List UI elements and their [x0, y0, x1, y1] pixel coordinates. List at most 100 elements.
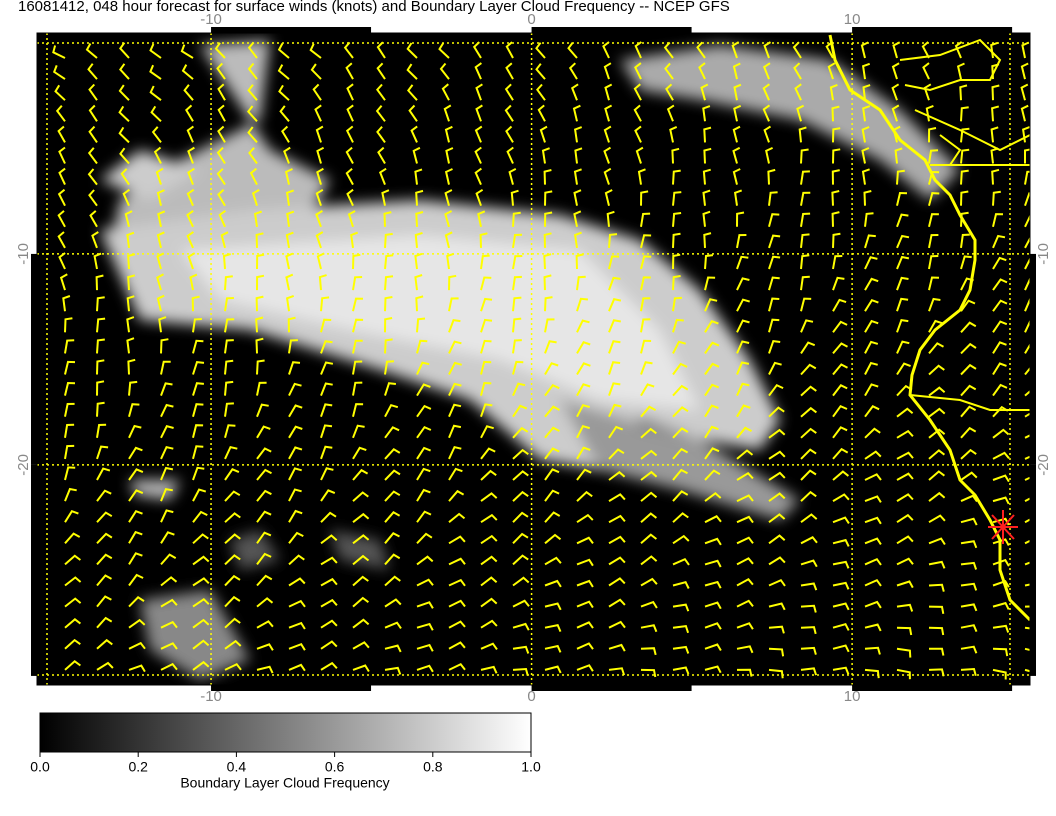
wind-barb	[255, 337, 264, 354]
wind-barb	[896, 297, 909, 312]
wind-barb	[224, 533, 241, 545]
wind-barb	[512, 339, 522, 354]
wind-barb	[127, 358, 136, 375]
wind-barb	[992, 474, 1010, 483]
wind-barb	[285, 252, 294, 270]
wind-barb	[640, 361, 653, 375]
wind-barb	[475, 104, 483, 122]
wind-barb	[416, 467, 431, 481]
wind-barb	[375, 105, 386, 122]
wind-barb	[512, 532, 529, 544]
wind-barb	[704, 559, 722, 568]
wind-barb	[88, 125, 98, 143]
wind-barb	[352, 664, 370, 673]
wind-barb	[160, 553, 177, 566]
wind-barb	[315, 125, 324, 143]
wind-barb	[573, 168, 582, 185]
wind-barb	[54, 84, 66, 101]
wind-barb	[736, 361, 750, 375]
wind-barb	[314, 104, 322, 122]
wind-barb	[800, 559, 818, 568]
wind-barb	[52, 65, 66, 80]
wind-barb	[248, 147, 258, 165]
wind-barb	[672, 581, 690, 589]
wind-barb	[800, 363, 817, 376]
wind-barb	[408, 104, 418, 122]
wind-barb	[64, 554, 82, 566]
wind-barb	[608, 340, 621, 354]
wind-barb	[861, 126, 870, 143]
wind-barb	[702, 168, 711, 185]
wind-barb	[700, 83, 709, 101]
wind-barb	[800, 406, 817, 418]
wind-barb	[1024, 561, 1030, 566]
wind-barb	[991, 84, 1000, 101]
wind-barb	[512, 382, 526, 397]
wind-barb	[672, 253, 681, 270]
wind-barb	[576, 319, 590, 333]
wind-barb	[665, 83, 674, 101]
wind-barb	[352, 403, 364, 417]
wind-barb	[832, 447, 849, 460]
wind-barb	[928, 213, 939, 228]
wind-barb	[640, 512, 658, 523]
wind-barb	[800, 319, 814, 333]
wind-barb	[448, 467, 463, 481]
wind-barb	[634, 125, 642, 143]
wind-barb	[253, 210, 263, 227]
wind-barb	[345, 146, 354, 164]
wind-barb	[64, 423, 75, 438]
wind-barb	[704, 319, 719, 333]
wind-barb	[151, 126, 162, 144]
wind-barb	[704, 362, 720, 376]
wind-barb	[800, 254, 810, 270]
wind-barb	[96, 595, 112, 608]
wind-barb	[832, 148, 841, 164]
wind-barb	[832, 342, 848, 355]
wind-barb	[768, 361, 782, 375]
wind-barb	[1024, 539, 1030, 545]
wind-barb	[544, 665, 562, 674]
wind-barb	[448, 557, 466, 566]
wind-barb	[256, 381, 267, 396]
wind-barb	[320, 640, 338, 650]
wind-barb	[249, 167, 258, 186]
wind-barb	[448, 662, 466, 671]
title: 16081412, 048 hour forecast for surface …	[18, 0, 730, 15]
wind-barb	[1024, 583, 1030, 587]
wind-barb	[928, 319, 943, 333]
wind-barb	[444, 125, 453, 143]
wind-barb	[634, 62, 642, 80]
wind-barb	[384, 511, 401, 523]
wind-barb	[224, 574, 241, 587]
wind-barb	[732, 146, 741, 164]
wind-barb	[544, 468, 560, 481]
wind-barb	[160, 642, 178, 650]
wind-barb	[156, 231, 165, 249]
wind-barb	[55, 105, 66, 122]
wind-barb	[832, 298, 847, 312]
wind-barb	[896, 318, 909, 333]
wind-barb	[346, 104, 354, 122]
wind-barb	[128, 468, 144, 481]
wind-barb	[192, 339, 204, 354]
wind-barb	[376, 126, 386, 143]
wind-barb	[186, 188, 195, 207]
wind-barb	[128, 573, 144, 587]
wind-barb	[412, 146, 421, 164]
wind-barb	[512, 554, 529, 566]
wind-barb	[416, 317, 426, 333]
wind-barb	[960, 211, 969, 227]
wind-barb	[768, 602, 786, 611]
wind-barb	[736, 557, 754, 566]
wind-barb	[384, 317, 393, 333]
wind-barb	[512, 275, 522, 291]
wind-barb	[278, 84, 290, 101]
wind-barb	[377, 146, 386, 165]
wind-barb	[474, 62, 482, 80]
wind-barb	[512, 511, 529, 523]
wind-barb	[765, 146, 774, 164]
wind-barb	[992, 558, 1010, 567]
wind-barb	[320, 534, 338, 545]
wind-barb	[416, 510, 432, 523]
